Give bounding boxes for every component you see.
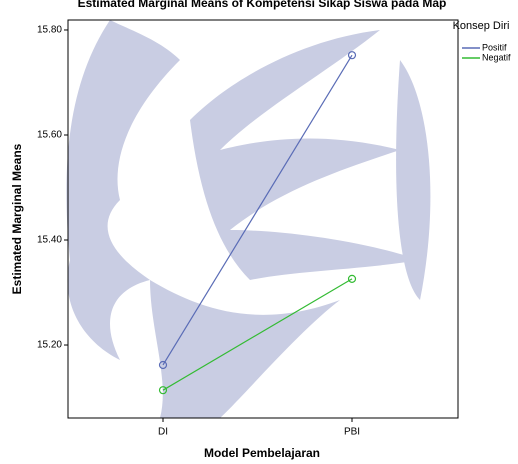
x-axis-label: Model Pembelajaran [204,446,320,460]
legend-title: Konsep Diri [453,20,510,32]
y-tick-label: 15.40 [37,235,62,246]
y-tick-label: 15.20 [37,340,62,351]
y-tick-label: 15.60 [37,130,62,141]
y-axis-label: Estimated Marginal Means [10,143,24,294]
x-tick-label: DI [158,427,168,438]
legend-label: Positif [482,42,507,52]
legend-label: Negatif [482,52,511,62]
watermark [66,20,430,418]
y-tick-label: 15.80 [37,25,62,36]
chart: Estimated Marginal Means of Kompetensi S… [0,0,518,464]
chart-title: Estimated Marginal Means of Kompetensi S… [78,0,447,10]
x-tick-label: PBI [344,427,360,438]
